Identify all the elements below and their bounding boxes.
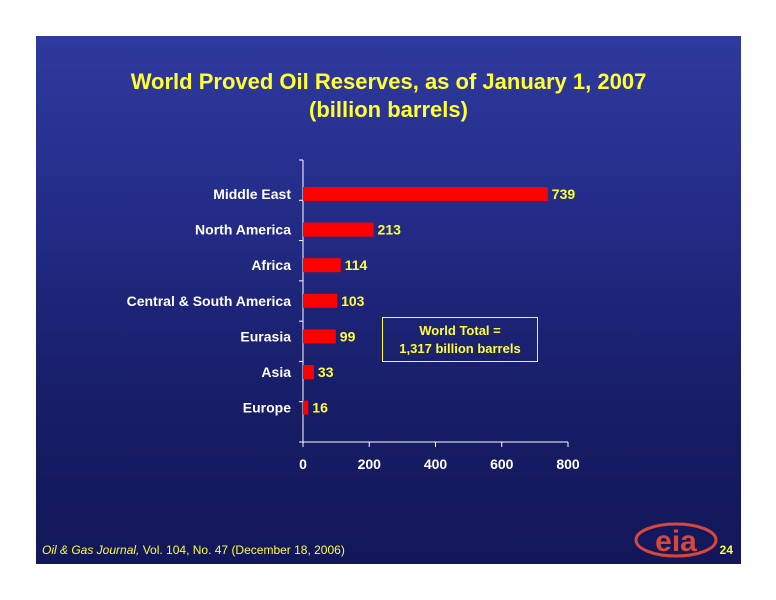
bar-europe: [303, 400, 309, 415]
page-number: 24: [719, 543, 733, 557]
category-label: Africa: [251, 257, 291, 273]
eia-logo-text: eia: [655, 525, 697, 558]
category-label: Eurasia: [240, 328, 291, 344]
world-total-annotation: World Total = 1,317 billion barrels: [382, 317, 538, 362]
category-label: Central & South America: [127, 293, 292, 309]
value-label: 739: [552, 186, 576, 202]
source-details: Vol. 104, No. 47 (December 18, 2006): [139, 543, 345, 557]
chart-title-line: World Proved Oil Reserves, as of January…: [130, 69, 647, 94]
chart-bars: [303, 187, 548, 415]
category-labels: Middle East North America Africa Central & …: [127, 186, 292, 416]
x-tick-label: 0: [299, 456, 307, 472]
value-label: 99: [340, 328, 356, 344]
value-label: 213: [378, 222, 402, 238]
slide: World Proved Oil Reserves, as of January…: [36, 36, 741, 564]
x-tick-labels: 0 200 400 600 800: [299, 456, 580, 472]
bar-middle-east: [303, 187, 548, 201]
eia-logo: eia: [634, 522, 718, 558]
x-tick-label: 400: [424, 456, 448, 472]
bar-central-south-america: [303, 293, 338, 308]
category-label: Middle East: [213, 186, 291, 202]
value-label: 16: [312, 400, 328, 416]
value-label: 33: [318, 364, 334, 380]
value-labels: 739 213 114 103 99 33 16: [312, 186, 575, 416]
chart-axes: [299, 159, 569, 447]
chart-subtitle: (billion barrels): [309, 97, 468, 122]
world-total-line1: World Total =: [419, 322, 501, 338]
source-footnote: Oil & Gas Journal, Vol. 104, No. 47 (Dec…: [42, 543, 345, 557]
bar-africa: [303, 258, 341, 273]
source-journal: Oil & Gas Journal,: [42, 543, 140, 557]
value-label: 103: [341, 293, 365, 309]
category-label: Europe: [243, 400, 291, 416]
value-label: 114: [345, 257, 368, 273]
x-tick-label: 800: [556, 456, 580, 472]
category-label: North America: [195, 222, 291, 238]
bar-eurasia: [303, 329, 336, 344]
category-label: Asia: [261, 364, 291, 380]
chart-title: World Proved Oil Reserves, as of January…: [36, 68, 741, 124]
x-tick-label: 200: [358, 456, 382, 472]
bar-asia: [303, 365, 314, 379]
bar-chart: Middle East North America Africa Central & …: [127, 159, 580, 472]
bar-north-america: [303, 222, 374, 237]
world-total-line2: 1,317 billion barrels: [399, 340, 521, 356]
x-tick-label: 600: [490, 456, 514, 472]
